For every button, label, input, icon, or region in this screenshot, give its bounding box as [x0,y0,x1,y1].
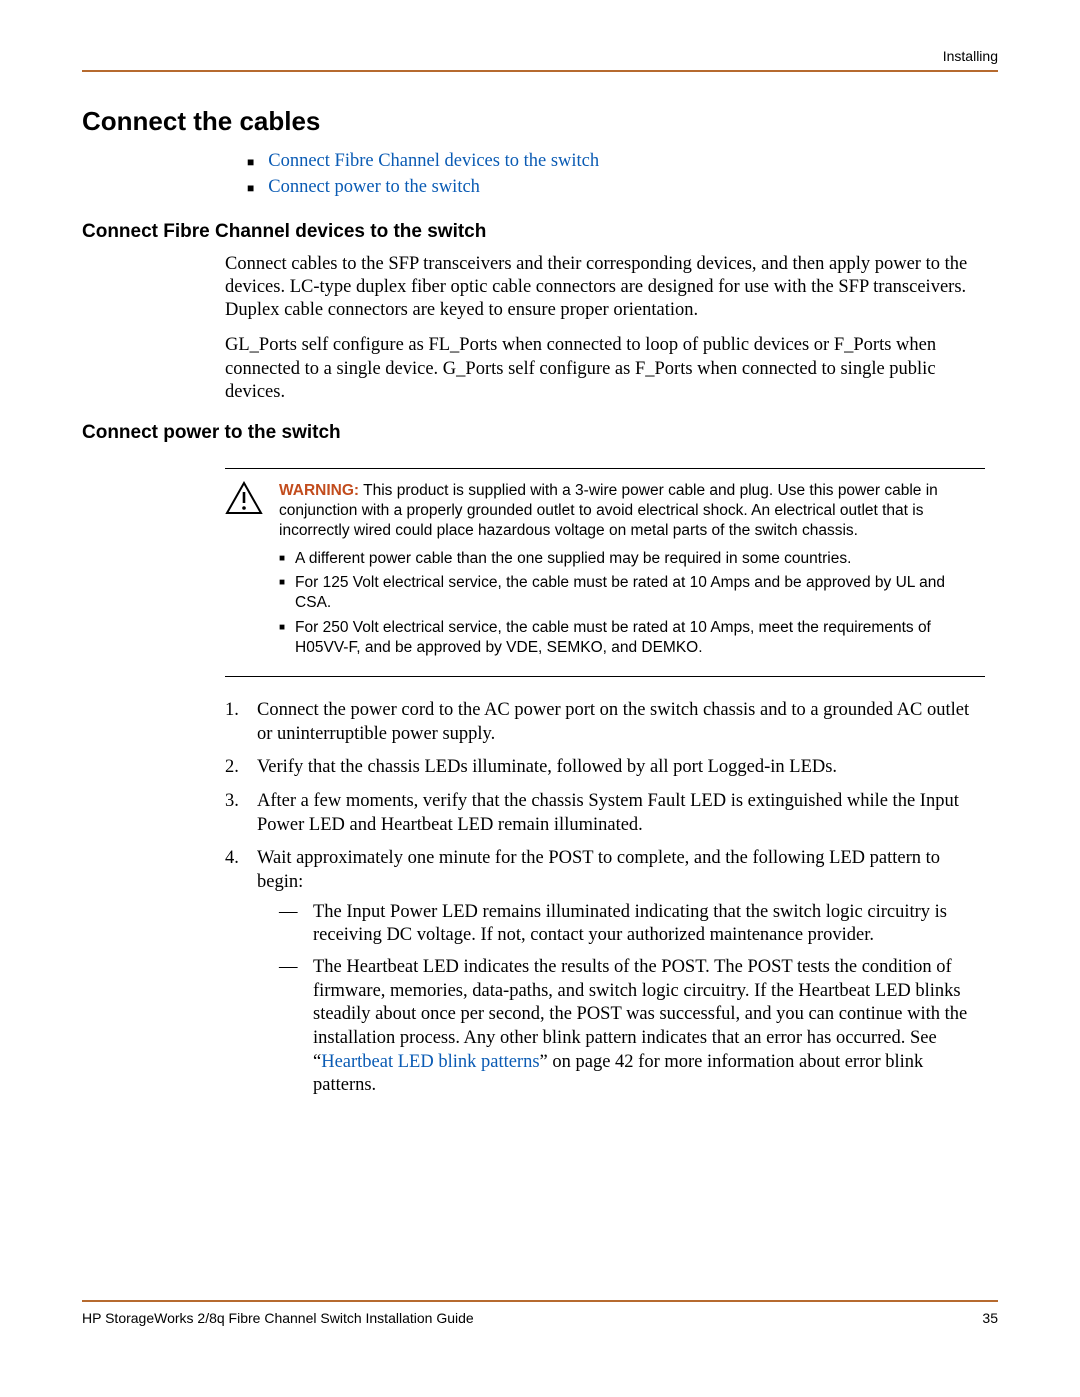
warning-bullet-text: For 125 Volt electrical service, the cab… [295,573,985,613]
toc-item: ■ Connect Fibre Channel devices to the s… [247,151,998,173]
ordered-steps: 1. Connect the power cord to the AC powe… [225,699,985,1106]
warning-body-text: This product is supplied with a 3-wire p… [279,482,938,539]
header-section-label: Installing [82,48,998,70]
step-number: 4. [225,847,247,1106]
paragraph: Connect cables to the SFP transceivers a… [225,253,985,322]
warning-bullet: ■For 125 Volt electrical service, the ca… [279,573,985,613]
header-rule [82,70,998,72]
footer-page-number: 35 [982,1310,998,1326]
dash-icon: — [279,956,303,1098]
warning-lead: WARNING: [279,482,359,499]
warning-bullet: ■ A different power cable than the one su… [279,549,985,569]
toc-list: ■ Connect Fibre Channel devices to the s… [247,151,998,199]
step-number: 1. [225,699,247,746]
page-title: Connect the cables [82,106,998,137]
sub-list: — The Input Power LED remains illuminate… [257,901,985,1098]
sub-item: — The Input Power LED remains illuminate… [279,901,985,948]
heartbeat-link[interactable]: Heartbeat LED blink patterns [321,1052,539,1072]
page-footer: HP StorageWorks 2/8q Fibre Channel Switc… [82,1300,998,1326]
sub-item-text: The Input Power LED remains illuminated … [313,901,985,948]
step-item: 1. Connect the power cord to the AC powe… [225,699,985,746]
bullet-icon: ■ [279,549,285,569]
step-number: 2. [225,756,247,780]
toc-link-fibre[interactable]: Connect Fibre Channel devices to the swi… [268,151,599,172]
warning-bottom-rule [225,676,985,677]
section-heading-fibre: Connect Fibre Channel devices to the swi… [82,221,998,243]
section-heading-power: Connect power to the switch [82,422,998,444]
warning-icon [225,481,265,662]
toc-item: ■ Connect power to the switch [247,177,998,199]
toc-link-power[interactable]: Connect power to the switch [268,177,480,198]
warning-bullet-list: ■ A different power cable than the one su… [279,549,985,658]
bullet-icon: ■ [247,177,254,199]
dash-icon: — [279,901,303,948]
step-text: Verify that the chassis LEDs illuminate,… [257,756,837,780]
bullet-icon: ■ [279,618,285,658]
bullet-icon: ■ [279,573,285,613]
step-item: 3. After a few moments, verify that the … [225,790,985,837]
step-text: After a few moments, verify that the cha… [257,790,985,837]
paragraph: GL_Ports self configure as FL_Ports when… [225,334,985,403]
section-body-fibre: Connect cables to the SFP transceivers a… [225,253,985,404]
warning-bullet-text: A different power cable than the one sup… [295,549,851,569]
step-text: Wait approximately one minute for the PO… [257,847,985,894]
warning-bullet-text: For 250 Volt electrical service, the cab… [295,618,985,658]
step-text: Connect the power cord to the AC power p… [257,699,985,746]
step-item: 4. Wait approximately one minute for the… [225,847,985,1106]
warning-text: WARNING: This product is supplied with a… [279,481,985,541]
step-number: 3. [225,790,247,837]
footer-doc-title: HP StorageWorks 2/8q Fibre Channel Switc… [82,1310,474,1326]
step-item: 2. Verify that the chassis LEDs illumina… [225,756,985,780]
sub-item-text: The Heartbeat LED indicates the results … [313,956,985,1098]
warning-bullet: ■For 250 Volt electrical service, the ca… [279,618,985,658]
bullet-icon: ■ [247,151,254,173]
footer-rule [82,1300,998,1302]
sub-item: — The Heartbeat LED indicates the result… [279,956,985,1098]
warning-block: WARNING: This product is supplied with a… [225,468,985,677]
